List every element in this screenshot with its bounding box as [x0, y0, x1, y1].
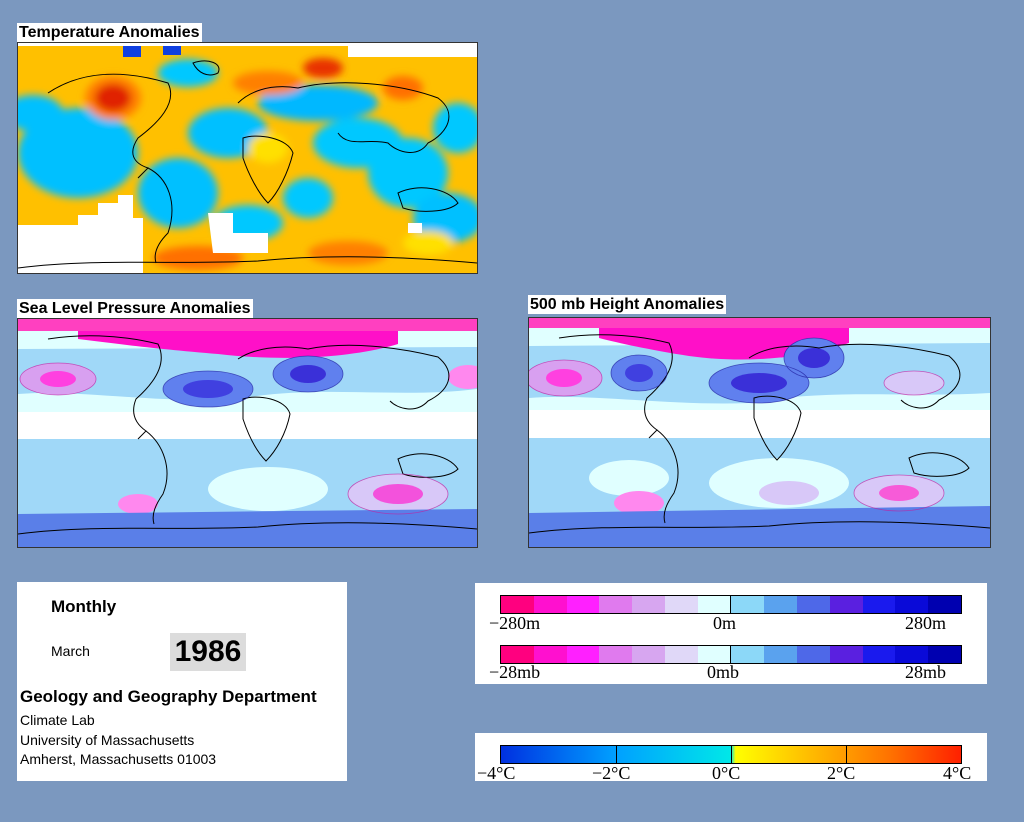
- color-bar-segment: [566, 596, 600, 613]
- info-box: Monthly March 1986 Geology and Geography…: [17, 582, 347, 781]
- height-anomaly-map: [528, 317, 991, 548]
- height-pressure-legend: −280m 0m 280m −28mb 0mb 28mb: [475, 583, 987, 684]
- color-bar-segment: [566, 646, 600, 663]
- color-bar-segment: [862, 596, 896, 613]
- height-min-label: −280m: [489, 613, 541, 633]
- height-panel-title: 500 mb Height Anomalies: [528, 295, 727, 314]
- color-bar-segment: [797, 646, 830, 663]
- pressure-mid-label: 0mb: [707, 662, 740, 682]
- temperature-legend: −4°C −2°C 0°C 2°C 4°C: [475, 733, 987, 783]
- temperature-color-bar: [500, 745, 962, 764]
- color-bar-segment: [664, 596, 698, 613]
- temperature-tick-4: 4°C: [943, 763, 972, 783]
- color-bar-segment: [664, 646, 698, 663]
- lab-label: Climate Lab: [20, 712, 95, 728]
- color-bar-segment: [928, 596, 961, 613]
- color-bar-segment: [501, 646, 534, 663]
- temperature-panel-title: Temperature Anomalies: [17, 23, 202, 42]
- color-bar-segment: [533, 646, 567, 663]
- temperature-tick-minus2: −2°C: [592, 763, 631, 783]
- year-label: 1986: [170, 633, 246, 671]
- color-bar-segment: [632, 646, 665, 663]
- month-label: March: [51, 643, 90, 659]
- temperature-tick-minus4: −4°C: [477, 763, 516, 783]
- color-bar-segment: [501, 596, 534, 613]
- color-bar-segment: [829, 646, 863, 663]
- color-bar-segment: [829, 596, 863, 613]
- height-max-label: 280m: [905, 613, 947, 633]
- pressure-color-bar: [500, 645, 962, 664]
- color-bar-segment: [862, 646, 896, 663]
- university-label: University of Massachusetts: [20, 732, 195, 748]
- color-bar-segment: [697, 596, 731, 613]
- height-map-svg: [529, 318, 990, 547]
- temperature-tick-0: 0°C: [712, 763, 741, 783]
- temperature-anomaly-map: [17, 42, 478, 274]
- color-bar-segment: [730, 646, 765, 663]
- color-bar-segment: [632, 596, 665, 613]
- height-mid-label: 0m: [713, 613, 737, 633]
- slp-panel-title: Sea Level Pressure Anomalies: [17, 299, 253, 318]
- color-bar-segment: [895, 596, 929, 613]
- department-label: Geology and Geography Department: [20, 687, 317, 706]
- color-bar-segment: [697, 646, 731, 663]
- color-bar-segment: [599, 646, 633, 663]
- temperature-map-svg: [18, 43, 477, 273]
- color-bar-segment: [730, 596, 765, 613]
- pressure-min-label: −28mb: [489, 662, 541, 682]
- period-label: Monthly: [51, 597, 117, 616]
- color-bar-segment: [797, 596, 830, 613]
- address-label: Amherst, Massachusetts 01003: [20, 751, 217, 767]
- height-color-bar: [500, 595, 962, 614]
- color-bar-segment: [599, 596, 633, 613]
- color-bar-segment: [533, 596, 567, 613]
- temperature-tick-2: 2°C: [827, 763, 856, 783]
- slp-map-svg: [18, 319, 477, 547]
- slp-anomaly-map: [17, 318, 478, 548]
- color-bar-segment: [764, 646, 798, 663]
- color-bar-segment: [764, 596, 798, 613]
- color-bar-segment: [895, 646, 929, 663]
- color-bar-segment: [928, 646, 961, 663]
- pressure-max-label: 28mb: [905, 662, 947, 682]
